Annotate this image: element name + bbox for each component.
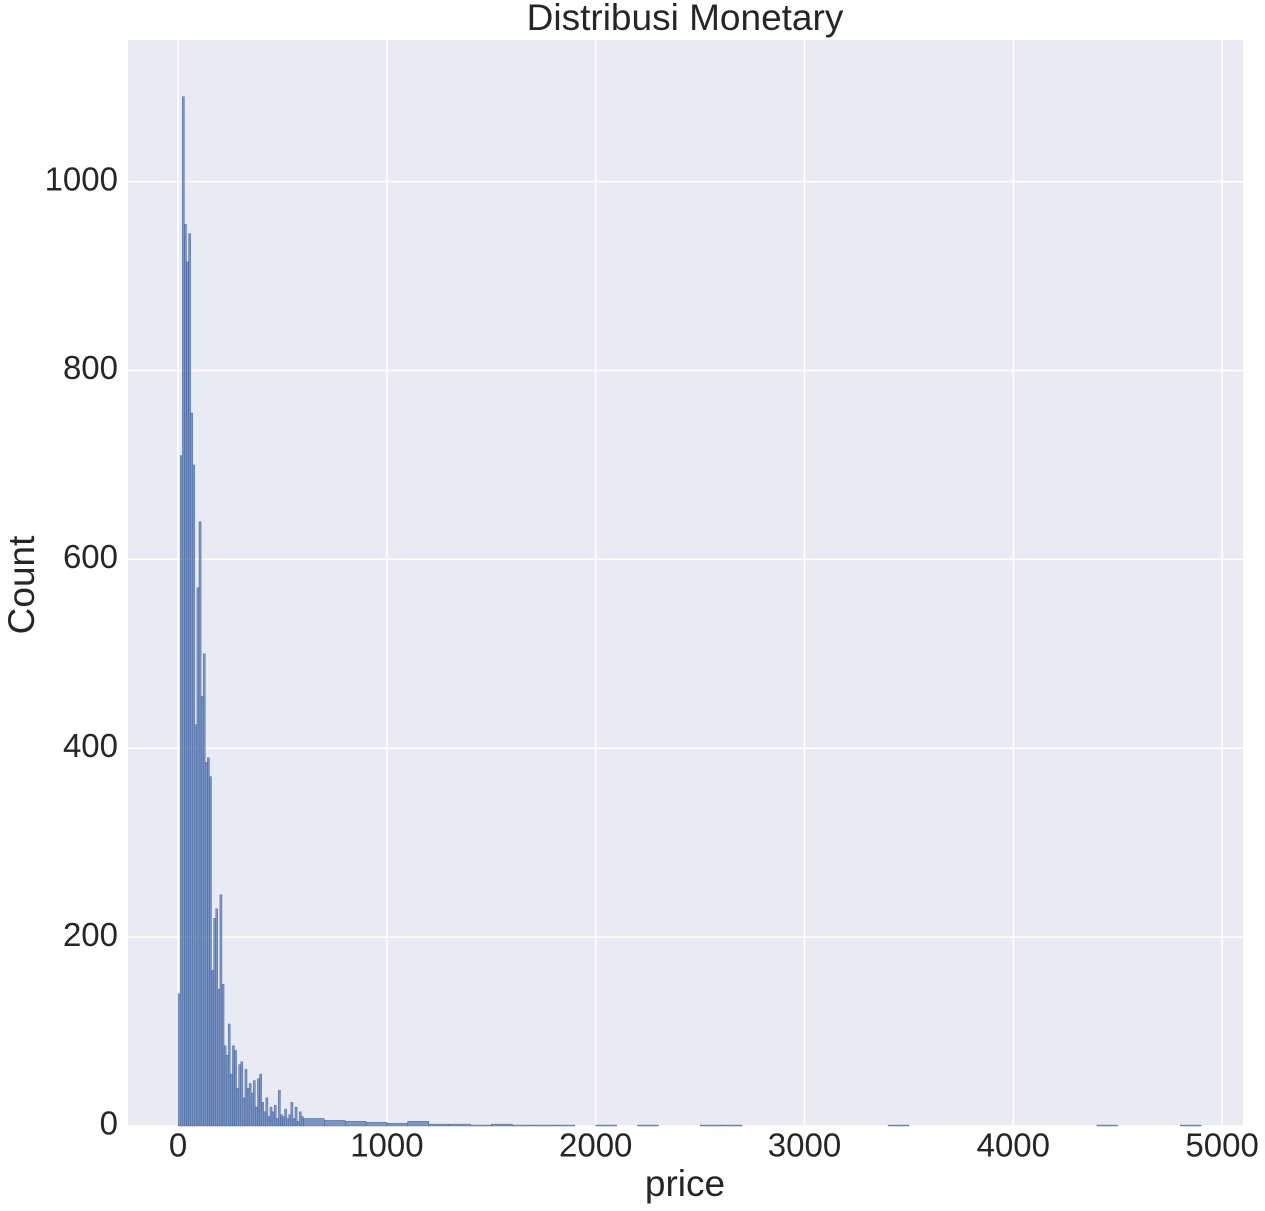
bar: [238, 1064, 241, 1127]
bar: [282, 1116, 285, 1127]
bar: [288, 1114, 292, 1127]
bar: [207, 757, 210, 1127]
bar: [290, 1102, 294, 1127]
bar: [244, 1069, 248, 1127]
bar: [217, 988, 221, 1127]
bar: [219, 894, 223, 1127]
bar: [286, 1118, 289, 1127]
bar: [280, 1114, 283, 1127]
bar: [188, 233, 191, 1127]
bar: [200, 696, 204, 1127]
bar: [491, 1123, 513, 1127]
bar: [269, 1106, 273, 1127]
bar: [196, 587, 200, 1127]
bar: [180, 455, 183, 1127]
bar: [250, 1092, 254, 1127]
bar: [213, 918, 216, 1127]
bar: [294, 1106, 298, 1127]
x-tick-label: 4000: [977, 1127, 1050, 1164]
x-axis-label: price: [645, 1163, 725, 1204]
bar: [234, 1050, 237, 1127]
bar: [198, 521, 202, 1127]
bar: [407, 1121, 429, 1127]
bar: [228, 1023, 231, 1127]
bar: [265, 1097, 269, 1127]
bar: [209, 776, 212, 1127]
bar: [365, 1122, 388, 1127]
bar: [202, 653, 206, 1127]
bar: [276, 1118, 279, 1127]
bar: [296, 1121, 300, 1127]
bar: [299, 1111, 302, 1127]
bar: [273, 1105, 277, 1127]
y-tick-label: 400: [63, 727, 118, 764]
bar: [205, 762, 208, 1127]
chart-title: Distribusi Monetary: [527, 0, 844, 38]
bar: [223, 1045, 227, 1127]
bar: [221, 984, 225, 1127]
bar: [215, 908, 218, 1127]
bar: [253, 1080, 256, 1127]
bar: [225, 1054, 229, 1127]
bar: [511, 1124, 534, 1127]
y-tick-label: 200: [63, 916, 118, 953]
bar: [470, 1124, 492, 1127]
x-tick-label: 0: [169, 1127, 187, 1164]
bar: [184, 223, 187, 1127]
bar: [182, 96, 185, 1127]
bar: [230, 1073, 233, 1127]
bar: [292, 1118, 296, 1127]
bar: [211, 969, 214, 1127]
bar: [236, 1088, 239, 1127]
bar: [1096, 1124, 1118, 1127]
bar: [284, 1108, 287, 1127]
bar: [699, 1124, 722, 1127]
bar: [190, 412, 193, 1127]
bar: [257, 1078, 260, 1127]
bar: [263, 1111, 267, 1127]
bar: [595, 1124, 617, 1127]
bar: [887, 1124, 910, 1127]
bar: [240, 1061, 244, 1127]
bar: [449, 1123, 471, 1127]
y-tick-label: 600: [63, 538, 118, 575]
bar: [386, 1122, 408, 1127]
bar: [259, 1073, 262, 1127]
bar: [194, 724, 198, 1127]
y-tick-label: 0: [100, 1105, 118, 1142]
bar: [192, 464, 196, 1127]
bar: [1180, 1124, 1202, 1127]
bar: [301, 1116, 304, 1127]
bar: [267, 1116, 271, 1127]
y-tick-label: 800: [63, 349, 118, 386]
bar: [177, 993, 181, 1127]
bar: [720, 1124, 743, 1127]
y-axis-label: Count: [1, 535, 42, 634]
bar: [261, 1102, 264, 1127]
bar: [186, 261, 189, 1127]
bar: [532, 1124, 555, 1127]
bar: [428, 1123, 450, 1127]
bar: [324, 1120, 346, 1127]
bar: [242, 1097, 246, 1127]
bar: [553, 1124, 576, 1127]
plot-area: [128, 40, 1243, 1126]
x-tick-label: 2000: [559, 1127, 632, 1164]
bar: [303, 1118, 325, 1127]
y-tick-label: 1000: [45, 160, 118, 197]
bar: [344, 1121, 367, 1127]
bar: [248, 1083, 252, 1127]
bar: [278, 1089, 281, 1127]
bar: [232, 1045, 235, 1127]
x-tick-label: 3000: [768, 1127, 841, 1164]
bar: [255, 1106, 258, 1127]
x-tick-label: 5000: [1185, 1127, 1258, 1164]
bar: [637, 1124, 659, 1127]
x-tick-label: 1000: [350, 1127, 423, 1164]
bar: [271, 1111, 275, 1127]
bar: [246, 1088, 250, 1127]
